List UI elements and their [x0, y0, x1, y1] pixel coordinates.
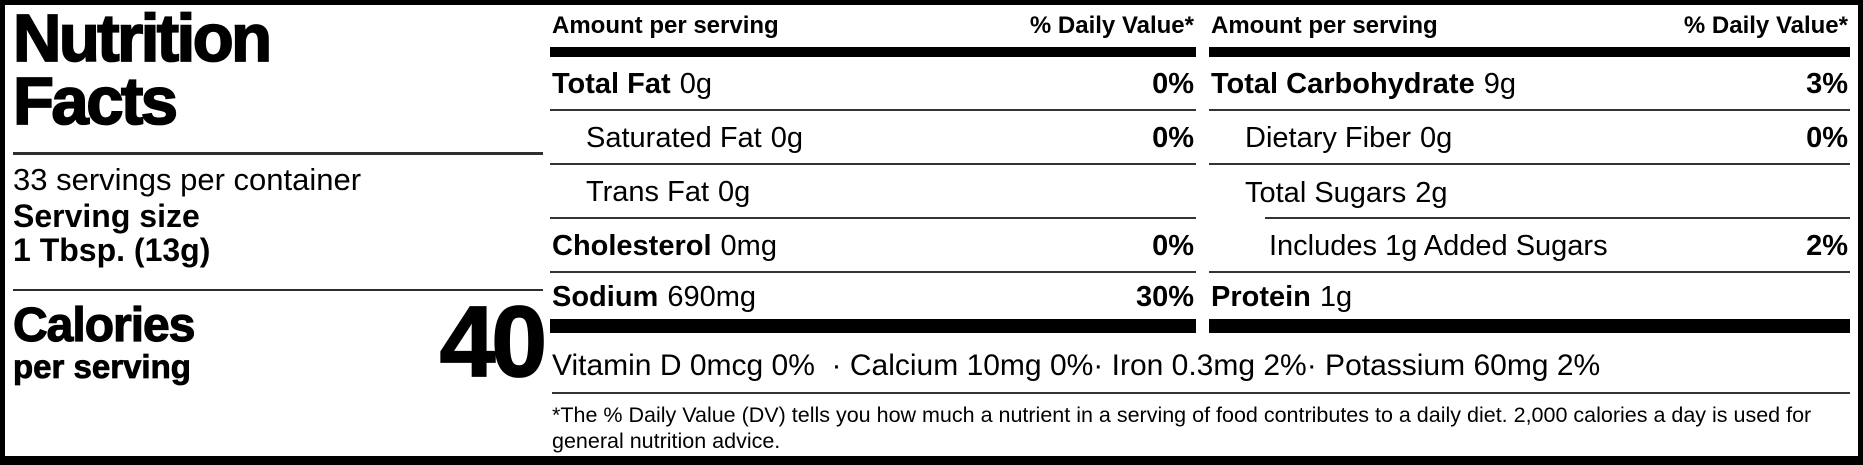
- nutrient-name: Trans Fat: [586, 175, 710, 208]
- title-line-2: Facts: [12, 64, 179, 139]
- section-bar: [550, 319, 1196, 333]
- nutrient-name: Dietary Fiber: [1245, 121, 1411, 154]
- nutrient-amount: 9g: [1483, 67, 1516, 100]
- label-left-block: Nutrition Facts: [12, 1, 543, 139]
- nutrient-name: Includes 1g Added Sugars: [1269, 229, 1608, 262]
- nutrient-row-dietary-fiber: Dietary Fiber 0g 0%: [1209, 111, 1850, 165]
- nutrient-name: Total Carbohydrate: [1211, 67, 1475, 100]
- calories-label: Calories: [12, 298, 196, 352]
- nutrient-dv: 0%: [1152, 67, 1194, 100]
- amount-per-serving-header: Amount per serving: [1211, 12, 1438, 39]
- nutrient-dv: 0%: [1152, 121, 1194, 154]
- nutrient-dv: 0%: [1806, 121, 1848, 154]
- nutrient-amount: 0g: [770, 121, 803, 154]
- nutrient-row-sodium: Sodium 690mg 30%: [550, 273, 1196, 319]
- nutrient-dv: 2%: [1806, 229, 1848, 262]
- title-line-1: Nutrition: [12, 1, 273, 76]
- nutrient-row-cholesterol: Cholesterol 0mg 0%: [550, 219, 1196, 273]
- nutrient-amount: 1g: [1319, 280, 1353, 313]
- daily-value-header: % Daily Value*: [1683, 12, 1848, 39]
- calories-subtitle: per serving: [13, 348, 192, 386]
- servings-per-container: 33 servings per container: [13, 162, 362, 197]
- section-bar: [1209, 319, 1850, 333]
- nutrient-name: Total Sugars: [1245, 176, 1407, 209]
- calories-divider: [13, 289, 543, 291]
- daily-value-header: % Daily Value*: [1029, 12, 1194, 39]
- nutrient-row-trans-fat: Trans Fat 0g: [550, 165, 1196, 219]
- nutrient-name: Saturated Fat: [586, 121, 762, 154]
- nutrient-amount: 0g: [679, 67, 712, 100]
- nutrient-dv: 0%: [1152, 229, 1194, 262]
- title-divider: [13, 152, 543, 155]
- nutrient-name: Protein: [1211, 280, 1311, 313]
- column-header: Amount per serving % Daily Value*: [550, 5, 1196, 47]
- nutrient-amount: 0g: [718, 175, 751, 208]
- nutrient-row-total-fat: Total Fat 0g 0%: [550, 57, 1196, 111]
- daily-value-footnote: *The % Daily Value (DV) tells you how mu…: [552, 403, 1812, 453]
- micronutrients-row: Vitamin D 0mcg 0% · Calcium 10mg 0%· Iro…: [552, 349, 1601, 382]
- column-header: Amount per serving % Daily Value*: [1209, 5, 1850, 47]
- nutrient-amount: 0mg: [720, 229, 777, 262]
- nutrient-name: Cholesterol: [552, 229, 712, 262]
- nutrient-row-protein: Protein 1g: [1209, 273, 1850, 319]
- header-bar: [1209, 47, 1850, 57]
- nutrient-row-total-carbohydrate: Total Carbohydrate 9g 3%: [1209, 57, 1850, 111]
- nutrient-amount: 0g: [1420, 121, 1453, 154]
- amount-per-serving-header: Amount per serving: [552, 12, 779, 39]
- nutrient-row-saturated-fat: Saturated Fat 0g 0%: [550, 111, 1196, 165]
- nutrient-row-added-sugars: Includes 1g Added Sugars 2%: [1209, 219, 1850, 273]
- micronutrients-divider: [552, 392, 1850, 394]
- nutrients-column-fat: Amount per serving % Daily Value* Total …: [550, 5, 1196, 333]
- nutrients-column-carbohydrate: Amount per serving % Daily Value* Total …: [1209, 5, 1850, 333]
- nutrient-name: Total Fat: [552, 67, 671, 100]
- nutrient-amount: 690mg: [667, 280, 757, 313]
- nutrition-facts-title: Nutrition Facts: [12, 1, 543, 139]
- nutrient-dv: 30%: [1135, 280, 1194, 313]
- label-bottom-section: Vitamin D 0mcg 0% · Calcium 10mg 0%· Iro…: [552, 341, 1850, 454]
- nutrient-name: Sodium: [552, 280, 659, 313]
- header-bar: [550, 47, 1196, 57]
- serving-size-value: 1 Tbsp. (13g): [13, 232, 211, 268]
- serving-size-label: Serving size: [13, 198, 200, 234]
- nutrient-amount: 2g: [1415, 176, 1448, 209]
- nutrient-row-total-sugars: Total Sugars 2g: [1209, 165, 1850, 219]
- calories-value: 40: [439, 286, 548, 398]
- nutrient-dv: 3%: [1806, 67, 1848, 100]
